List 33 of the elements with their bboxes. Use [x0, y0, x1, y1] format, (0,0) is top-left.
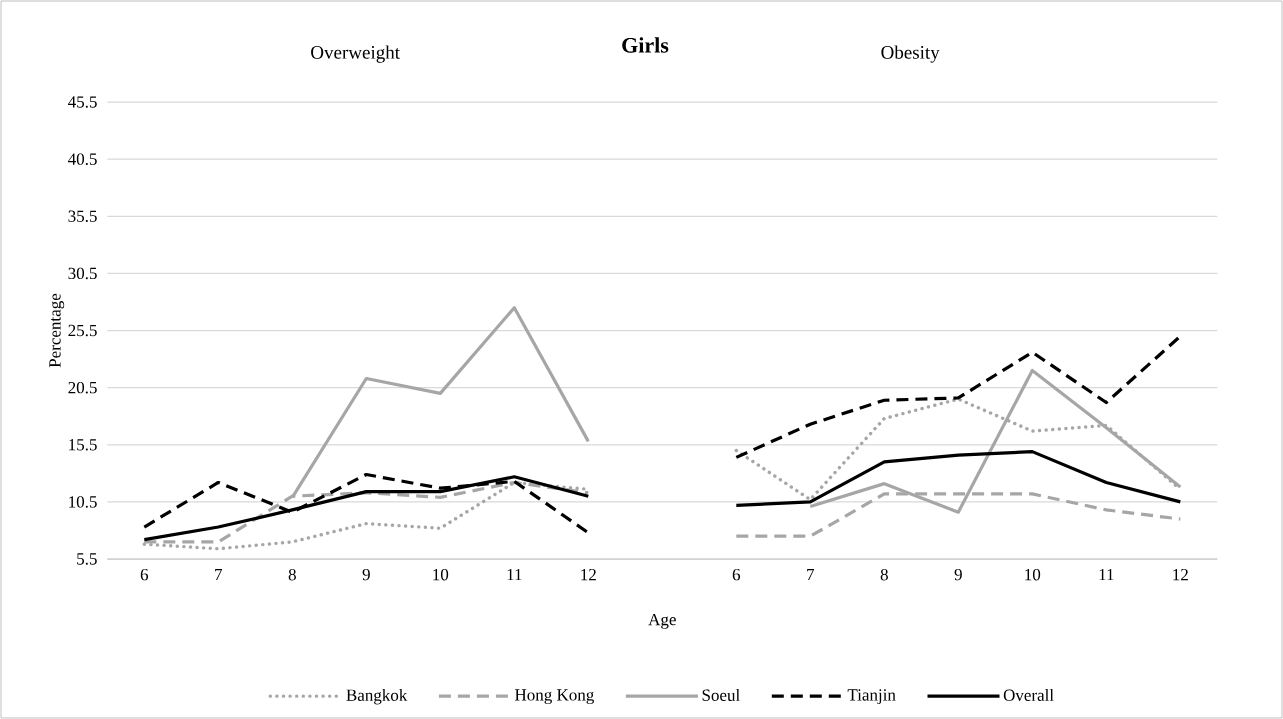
y-tick-label: 5.5 — [77, 553, 97, 565]
y-tick-label: 45.5 — [68, 96, 97, 108]
legend-label: Soeul — [702, 688, 740, 701]
chart-title: Girls — [622, 37, 669, 53]
x-tick-label: 11 — [507, 568, 522, 581]
y-tick-label: 10.5 — [69, 496, 97, 508]
x-tick-label: 6 — [140, 568, 149, 581]
x-tick-label: 9 — [362, 568, 370, 581]
x-tick-label: 10 — [433, 568, 449, 581]
x-tick-label: 7 — [807, 568, 815, 581]
x-tick-label: 8 — [288, 568, 296, 581]
y-tick-label: 15.5 — [69, 439, 97, 451]
legend-label: Hong Kong — [514, 689, 594, 705]
x-tick-label: 12 — [1173, 568, 1188, 581]
y-tick-label: 40.5 — [68, 153, 97, 165]
y-tick-label: 25.5 — [68, 324, 97, 337]
x-axis-title: Age — [648, 613, 676, 629]
x-tick-label: 8 — [880, 568, 888, 581]
y-axis-title: Percentage — [49, 293, 65, 368]
legend-label: Bangkok — [346, 688, 408, 705]
y-tick-label: 20.5 — [68, 381, 97, 394]
y-tick-label: 35.5 — [68, 210, 97, 223]
x-tick-label: 11 — [1099, 568, 1114, 581]
y-tick-label: 30.5 — [68, 267, 97, 280]
x-tick-label: 6 — [732, 568, 741, 581]
x-tick-label: 12 — [581, 568, 596, 581]
x-tick-label: 7 — [215, 568, 223, 581]
x-tick-label: 10 — [1025, 568, 1041, 581]
text: Obesity — [881, 45, 940, 63]
x-tick-label: 9 — [954, 568, 962, 581]
legend-label: Overall — [1003, 688, 1054, 701]
text: Overweight — [311, 45, 400, 63]
legend-label: Tianjin — [847, 689, 896, 705]
